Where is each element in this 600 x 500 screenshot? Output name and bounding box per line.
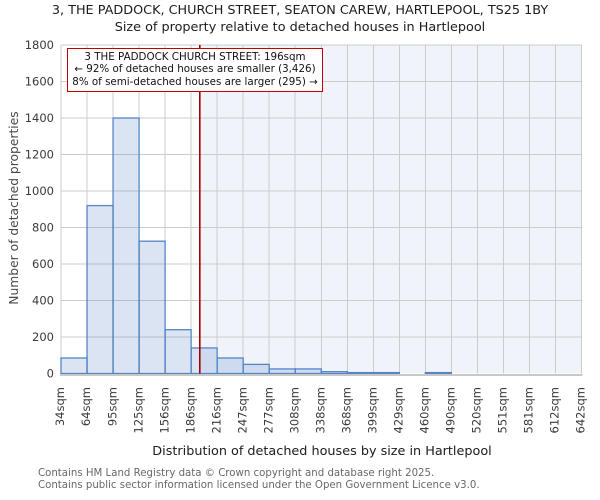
- y-tick-label: 0: [47, 367, 54, 381]
- histogram-bar: [138, 240, 166, 375]
- histogram-bar: [424, 371, 453, 375]
- annotation-smaller-stat: ← 92% of detached houses are smaller (3,…: [74, 63, 316, 76]
- x-tick-label: 95sqm: [105, 387, 119, 426]
- footer-copyright: Contains HM Land Registry data © Crown c…: [38, 468, 435, 479]
- y-tick-label: 200: [32, 330, 54, 344]
- annotation-larger-stat: 8% of semi-detached houses are larger (2…: [72, 75, 318, 88]
- x-tick-label: 308sqm: [287, 387, 301, 433]
- y-tick-label: 1800: [25, 38, 54, 52]
- x-tick-label: 64sqm: [79, 387, 93, 426]
- x-tick-label: 368sqm: [339, 387, 353, 433]
- x-tick-label: 429sqm: [392, 387, 406, 433]
- y-tick-label: 800: [32, 221, 54, 235]
- y-tick-label: 1200: [25, 148, 54, 162]
- x-tick-label: 551sqm: [496, 387, 510, 433]
- annotation-box: 3 THE PADDOCK CHURCH STREET: 196sqm ← 92…: [67, 48, 323, 93]
- histogram-bar: [112, 117, 140, 375]
- x-tick-label: 277sqm: [261, 387, 275, 433]
- x-axis-title: Distribution of detached houses by size …: [152, 444, 492, 459]
- x-tick-label: 520sqm: [470, 387, 484, 433]
- y-tick-label: 400: [32, 294, 54, 308]
- chart-title: 3, THE PADDOCK, CHURCH STREET, SEATON CA…: [51, 3, 549, 18]
- x-tick-label: 399sqm: [366, 387, 380, 433]
- footer-licence: Contains public sector information licen…: [38, 480, 480, 492]
- histogram-bar: [242, 363, 270, 375]
- histogram-bar: [346, 371, 374, 375]
- histogram-plot: 0 200 400 600 800 1000 1200 1400 1600 1800 34sqm 64…: [25, 38, 588, 433]
- histogram-bar: [190, 347, 218, 375]
- x-tick-label: 125sqm: [131, 387, 145, 433]
- histogram-bar: [320, 371, 348, 375]
- histogram-bar: [216, 357, 244, 375]
- x-tick-label: 490sqm: [444, 387, 458, 433]
- larger-region-shade: [199, 45, 582, 374]
- annotation-property-size: 3 THE PADDOCK CHURCH STREET: 196sqm: [84, 51, 306, 63]
- x-tick-label: 216sqm: [209, 387, 223, 433]
- x-tick-label: 186sqm: [183, 387, 197, 433]
- histogram-bar: [294, 368, 322, 375]
- histogram-bar: [164, 329, 192, 375]
- y-tick-label: 1000: [25, 184, 54, 198]
- footer: Contains HM Land Registry data © Crown c…: [38, 468, 480, 493]
- x-tick-label: 581sqm: [522, 387, 536, 433]
- x-tick-label: 34sqm: [53, 387, 67, 426]
- histogram-bar: [60, 357, 88, 375]
- chart-subtitle: Size of property relative to detached ho…: [114, 20, 486, 35]
- x-tick-label: 156sqm: [157, 387, 171, 433]
- histogram-bar: [268, 368, 296, 375]
- x-tick-label: 338sqm: [313, 387, 327, 433]
- histogram-bar: [372, 371, 400, 375]
- y-tick-label: 1600: [25, 75, 54, 89]
- x-tick-label: 612sqm: [548, 387, 562, 433]
- y-tick-label: 600: [32, 257, 54, 271]
- x-tick-label: 247sqm: [235, 387, 249, 433]
- x-tick-label: 642sqm: [574, 387, 588, 433]
- histogram-bar: [86, 204, 114, 375]
- x-tick-label: 460sqm: [418, 387, 432, 433]
- y-tick-label: 1400: [25, 111, 54, 125]
